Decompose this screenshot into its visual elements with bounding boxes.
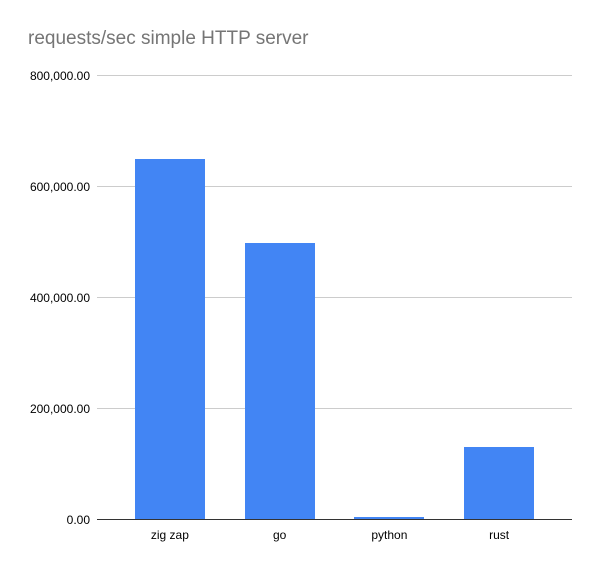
x-axis-category-label: rust	[489, 528, 510, 542]
y-axis-tick-label: 600,000.00	[29, 180, 90, 194]
bars-group: zig zap go python rust	[97, 76, 572, 542]
x-axis-category-label: python	[371, 528, 408, 542]
gridline	[97, 297, 572, 298]
gridline	[97, 408, 572, 409]
x-axis-category-label: go	[272, 528, 287, 542]
bar-python[interactable]	[354, 517, 425, 520]
x-axis-line	[97, 519, 572, 520]
gridline	[97, 75, 572, 76]
x-axis-category-label: zig zap	[150, 528, 189, 542]
y-axis-tick-label: 200,000.00	[29, 402, 90, 416]
bar-slot-zig-zap: zig zap	[115, 76, 225, 542]
bar-slot-python: python	[335, 76, 445, 542]
bar-slot-go: go	[225, 76, 335, 542]
y-axis-tick-label: 400,000.00	[29, 291, 90, 305]
plot-area: 0.00 200,000.00 400,000.00 600,000.00 800,00…	[30, 69, 572, 542]
bar-slot-rust: rust	[444, 76, 554, 542]
y-axis-tick-label: 800,000.00	[29, 69, 90, 83]
bar-go[interactable]	[244, 242, 315, 520]
bar-rust[interactable]	[464, 447, 535, 520]
bar-zig-zap[interactable]	[134, 159, 205, 520]
chart-title: requests/sec simple HTTP server	[28, 28, 309, 49]
y-axis-tick-label: 0.00	[66, 513, 90, 527]
gridline	[97, 186, 572, 187]
